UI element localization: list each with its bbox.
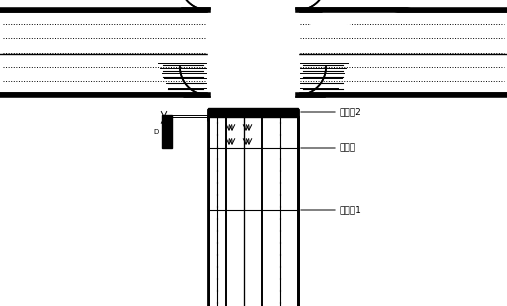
Polygon shape xyxy=(162,115,172,148)
Text: D: D xyxy=(154,129,159,135)
Text: 测量截1: 测量截1 xyxy=(340,206,362,215)
Text: 车头口: 车头口 xyxy=(340,144,356,152)
Polygon shape xyxy=(208,110,298,306)
Polygon shape xyxy=(208,10,298,95)
Text: 测量截2: 测量截2 xyxy=(340,107,362,117)
Polygon shape xyxy=(0,0,180,10)
Polygon shape xyxy=(326,95,507,306)
Polygon shape xyxy=(208,108,298,117)
Polygon shape xyxy=(0,95,208,306)
Polygon shape xyxy=(298,0,507,38)
